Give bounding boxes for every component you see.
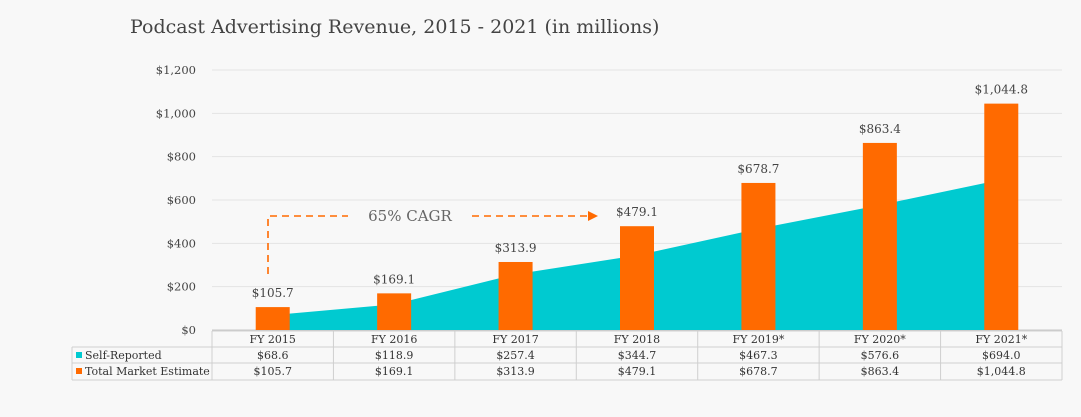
y-tick-label: $800 (167, 150, 196, 164)
bar-layer: $105.7 $169.1 $313.9 $479.1 $678.7 $863.4 $1,0… (252, 83, 1028, 330)
data-table: FY 2015 FY 2016 FY 2017 FY 2018 FY 2019* FY 2… (71, 330, 1063, 381)
table-cell: $344.7 (618, 349, 657, 362)
x-tick-label: FY 2021* (975, 333, 1027, 346)
bar-total-market (741, 182, 776, 330)
cagr-arrow-head (588, 211, 598, 221)
table-cell: $313.9 (496, 365, 535, 378)
bar-data-label: $1,044.8 (975, 83, 1028, 97)
cagr-label: 65% CAGR (368, 207, 452, 225)
bar-total-market (498, 261, 533, 330)
x-tick-label: FY 2017 (492, 333, 538, 346)
y-tick-label: $200 (167, 280, 196, 294)
table-cell: $694.0 (982, 349, 1021, 362)
area-layer (272, 179, 1002, 330)
table-cell: $105.7 (253, 365, 292, 378)
bar-data-label: $105.7 (252, 286, 294, 300)
bar-data-label: $313.9 (495, 241, 537, 255)
table-cell: $576.6 (861, 349, 900, 362)
y-tick-label: $400 (167, 236, 196, 250)
bar-data-label: $479.1 (616, 205, 658, 219)
table-cell: $257.4 (496, 349, 535, 362)
table-cell: $169.1 (375, 365, 414, 378)
chart-title: Podcast Advertising Revenue, 2015 - 2021… (130, 16, 659, 38)
table-cell: $118.9 (375, 349, 414, 362)
legend-swatch (76, 352, 82, 358)
x-tick-label: FY 2018 (614, 333, 660, 346)
y-tick-label: $1,200 (156, 63, 196, 77)
x-tick-label: FY 2020* (854, 333, 906, 346)
bar-total-market (377, 293, 412, 330)
bar-data-label: $863.4 (859, 122, 901, 136)
bar-total-market (984, 103, 1019, 330)
legend-label: Total Market Estimate (85, 365, 210, 378)
x-tick-label: FY 2015 (250, 333, 296, 346)
legend-label: Self-Reported (85, 349, 162, 362)
table-cell: $1,044.8 (977, 365, 1026, 378)
cagr-arrow-line (267, 215, 348, 274)
bar-data-label: $678.7 (737, 162, 779, 176)
y-axis: $0 $200 $400 $600 $800 $1,000 $1,200 (156, 63, 196, 337)
bar-total-market (255, 307, 290, 330)
table-cell: $68.6 (257, 349, 289, 362)
x-tick-label: FY 2016 (371, 333, 417, 346)
table-cell: $863.4 (861, 365, 900, 378)
bar-data-label: $169.1 (373, 272, 415, 286)
table-cell: $467.3 (739, 349, 778, 362)
legend-swatch (76, 368, 82, 374)
cagr-annotation: 65% CAGR (267, 207, 598, 274)
self-reported-area (272, 179, 1002, 330)
y-tick-label: $0 (181, 323, 196, 337)
x-tick-label: FY 2019* (732, 333, 784, 346)
table-cell: $479.1 (618, 365, 657, 378)
bar-total-market (862, 142, 897, 330)
bar-total-market (620, 226, 654, 330)
table-cell: $678.7 (739, 365, 778, 378)
y-tick-label: $600 (167, 193, 196, 207)
y-tick-label: $1,000 (156, 106, 196, 120)
